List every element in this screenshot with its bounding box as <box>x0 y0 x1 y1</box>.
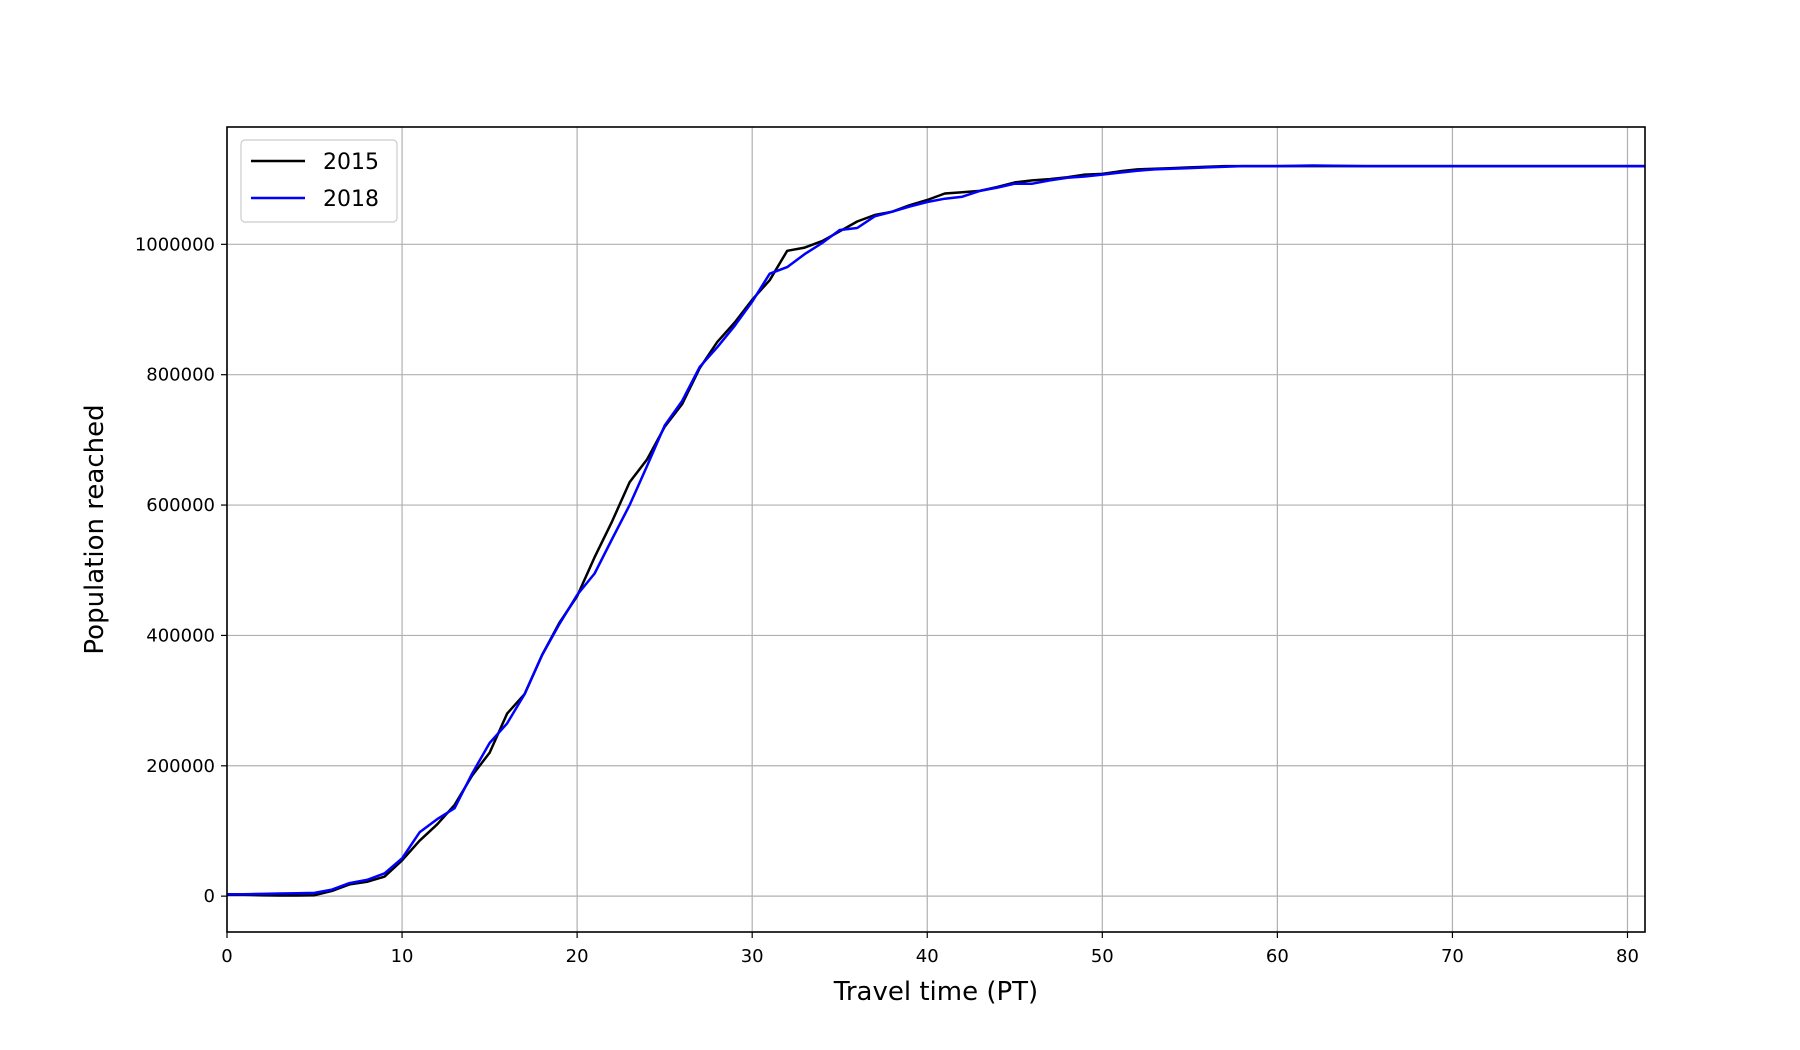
y-tick-label: 800000 <box>146 365 215 386</box>
series-line-2015 <box>227 164 1645 897</box>
y-axis-label: Population reached <box>80 404 110 654</box>
x-tick-label: 0 <box>221 946 232 967</box>
x-tick-label: 60 <box>1266 946 1289 967</box>
x-tick-label: 40 <box>916 946 939 967</box>
x-tick-label: 10 <box>391 946 414 967</box>
x-tick-label: 50 <box>1091 946 1114 967</box>
x-tick-label: 70 <box>1441 946 1464 967</box>
legend: 2015 2018 <box>240 139 398 223</box>
x-tick-label: 30 <box>741 946 764 967</box>
y-tick-label: 200000 <box>146 756 215 777</box>
x-axis-label: Travel time (PT) <box>833 977 1038 1007</box>
series-line-2018 <box>227 164 1645 896</box>
grid-lines <box>226 127 1645 932</box>
x-tick-label: 20 <box>566 946 589 967</box>
plot-frame <box>226 126 1646 933</box>
y-tick-label: 0 <box>204 886 215 907</box>
y-tick-label: 1000000 <box>135 234 215 255</box>
legend-label-2015: 2015 <box>323 150 379 175</box>
x-tick-label: 80 <box>1616 946 1639 967</box>
y-tick-label: 600000 <box>146 495 215 516</box>
axis-ticks: 0 10 20 30 40 50 60 70 80 0 200000 400000 600000 8000… <box>135 234 1639 967</box>
series-lines <box>227 164 1645 897</box>
y-tick-label: 400000 <box>146 625 215 646</box>
legend-label-2018: 2018 <box>323 187 379 212</box>
